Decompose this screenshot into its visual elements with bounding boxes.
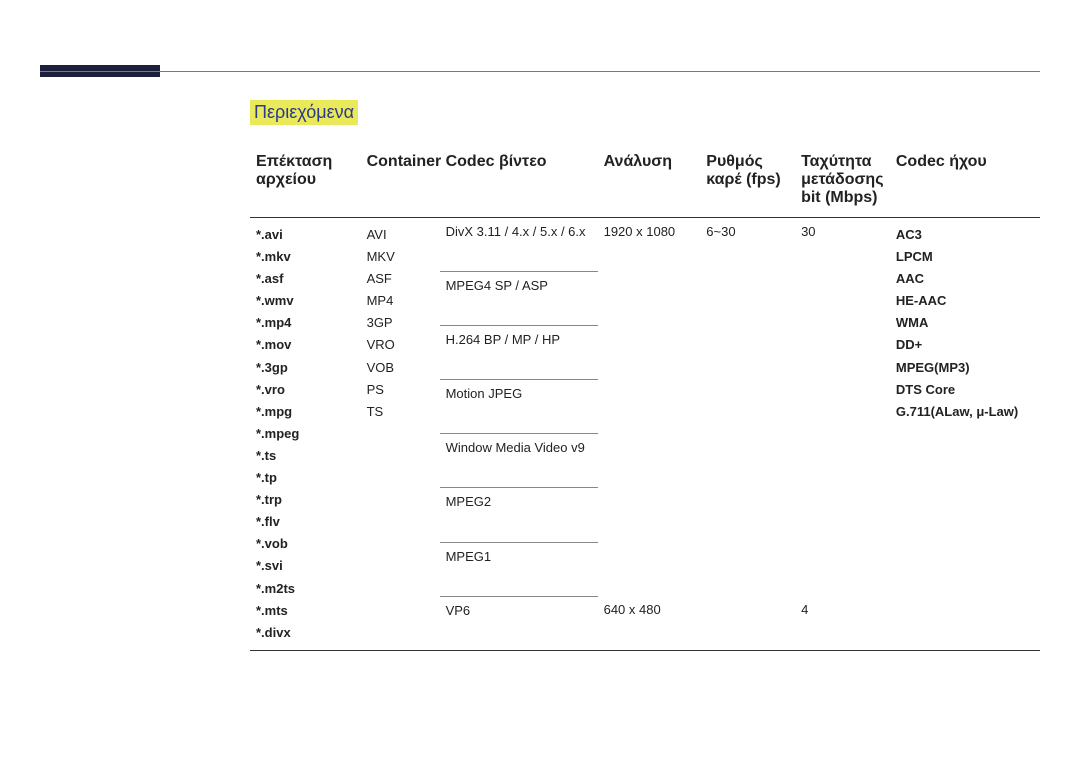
toc-link[interactable]: Περιεχόμενα (250, 100, 358, 125)
container-item: VRO (367, 334, 434, 356)
container-item: TS (367, 401, 434, 423)
extension-item: *.mov (256, 334, 355, 356)
cell-video-codec: H.264 BP / MP / HP (440, 326, 598, 380)
audio-codec-item: DTS Core (896, 379, 1034, 401)
cell-resolution: 1920 x 1080 (598, 218, 701, 597)
cell-video-codec: MPEG2 (440, 488, 598, 542)
extension-item: *.trp (256, 489, 355, 511)
audio-codec-item: LPCM (896, 246, 1034, 268)
cell-bitrate: 4 (795, 596, 890, 650)
table-row: *.avi*.mkv*.asf*.wmv*.mp4*.mov*.3gp*.vro… (250, 218, 1040, 272)
extension-item: *.vro (256, 379, 355, 401)
extension-item: *.asf (256, 268, 355, 290)
audio-codec-item: AAC (896, 268, 1034, 290)
col-header-extension: Επέκταση αρχείου (250, 147, 361, 218)
col-header-audio-codec: Codec ήχου (890, 147, 1040, 218)
extension-item: *.mp4 (256, 312, 355, 334)
extension-item: *.flv (256, 511, 355, 533)
col-header-video-codec: Codec βίντεο (440, 147, 598, 218)
cell-audio-codecs: AC3LPCMAACHE-AACWMADD+MPEG(MP3)DTS CoreG… (890, 218, 1040, 651)
audio-codec-item: AC3 (896, 224, 1034, 246)
cell-video-codec: DivX 3.11 / 4.x / 5.x / 6.x (440, 218, 598, 272)
col-header-container: Container (361, 147, 440, 218)
extension-item: *.wmv (256, 290, 355, 312)
audio-codec-item: HE-AAC (896, 290, 1034, 312)
container-item: VOB (367, 357, 434, 379)
extension-item: *.avi (256, 224, 355, 246)
extension-item: *.m2ts (256, 578, 355, 600)
container-item: MP4 (367, 290, 434, 312)
header-rule (40, 71, 1040, 72)
container-item: 3GP (367, 312, 434, 334)
container-item: ASF (367, 268, 434, 290)
extension-item: *.vob (256, 533, 355, 555)
table-header-row: Επέκταση αρχείου Container Codec βίντεο … (250, 147, 1040, 218)
col-header-bitrate: Ταχύτητα μετάδοσης bit (Mbps) (795, 147, 890, 218)
extension-item: *.mkv (256, 246, 355, 268)
audio-codec-item: G.711(ALaw, μ-Law) (896, 401, 1034, 423)
audio-codec-item: DD+ (896, 334, 1034, 356)
cell-video-codec: MPEG1 (440, 542, 598, 596)
page-content: Περιεχόμενα Επέκταση αρχείου Container C… (250, 100, 1040, 651)
extension-item: *.svi (256, 555, 355, 577)
extension-item: *.tp (256, 467, 355, 489)
audio-codec-item: MPEG(MP3) (896, 357, 1034, 379)
cell-video-codec: VP6 (440, 596, 598, 650)
cell-extensions: *.avi*.mkv*.asf*.wmv*.mp4*.mov*.3gp*.vro… (250, 218, 361, 651)
cell-video-codec: Motion JPEG (440, 380, 598, 434)
container-item: MKV (367, 246, 434, 268)
cell-containers: AVIMKVASFMP43GPVROVOBPSTS (361, 218, 440, 651)
cell-fps: 6~30 (700, 218, 795, 651)
container-item: PS (367, 379, 434, 401)
extension-item: *.3gp (256, 357, 355, 379)
cell-video-codec: Window Media Video v9 (440, 434, 598, 488)
cell-bitrate: 30 (795, 218, 890, 597)
col-header-resolution: Ανάλυση (598, 147, 701, 218)
cell-resolution: 640 x 480 (598, 596, 701, 650)
extension-item: *.mpg (256, 401, 355, 423)
codec-support-table: Επέκταση αρχείου Container Codec βίντεο … (250, 147, 1040, 651)
col-header-fps: Ρυθμός καρέ (fps) (700, 147, 795, 218)
extension-item: *.mts (256, 600, 355, 622)
extension-item: *.mpeg (256, 423, 355, 445)
extension-item: *.divx (256, 622, 355, 644)
audio-codec-item: WMA (896, 312, 1034, 334)
extension-item: *.ts (256, 445, 355, 467)
container-item: AVI (367, 224, 434, 246)
cell-video-codec: MPEG4 SP / ASP (440, 272, 598, 326)
